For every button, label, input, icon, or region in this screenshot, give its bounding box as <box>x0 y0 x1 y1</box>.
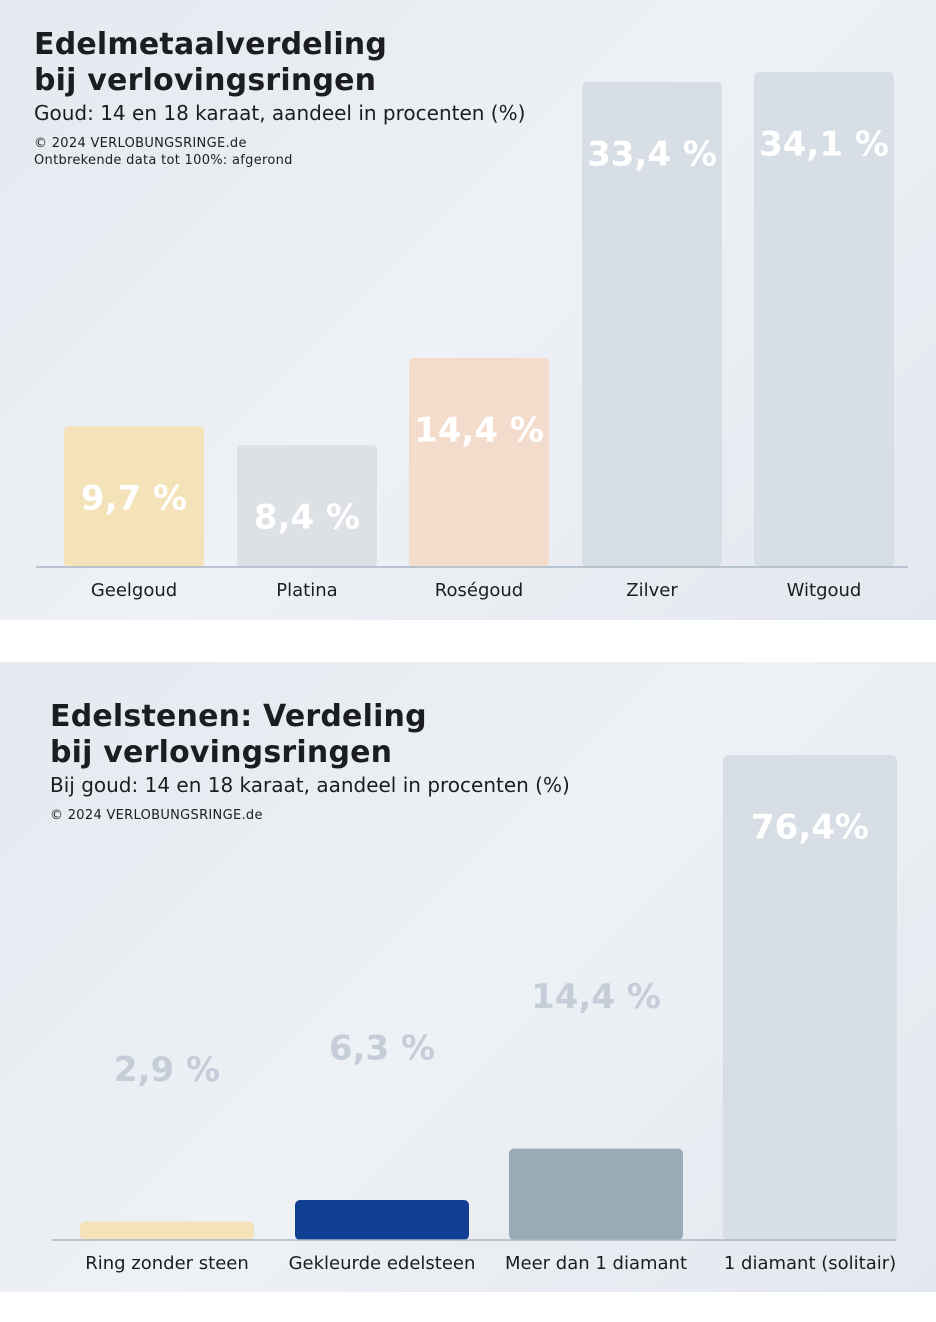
value-label: 34,1 % <box>759 125 889 165</box>
value-label: 8,4 % <box>254 498 360 538</box>
value-label: 9,7 % <box>81 479 187 519</box>
x-tick-label: Gekleurde edelsteen <box>289 1253 476 1274</box>
chart-subtitle: Bij goud: 14 en 18 karaat, aandeel in pr… <box>50 773 570 797</box>
bar <box>64 426 204 567</box>
value-label: 14,4 % <box>414 410 544 450</box>
bar <box>582 82 722 568</box>
header: Edelstenen: Verdeling bij verlovingsring… <box>50 699 570 824</box>
note: Ontbrekende data tot 100%: afgerond <box>34 153 293 168</box>
source: © 2024 VERLOBUNGSRINGE.de <box>34 136 247 151</box>
bar <box>80 1221 254 1240</box>
x-tick-label: Ring zonder steen <box>85 1253 249 1274</box>
x-tick-label: Roségoud <box>435 580 523 601</box>
bar <box>723 755 897 1240</box>
x-tick-label: Meer dan 1 diamant <box>505 1253 687 1274</box>
x-tick-label: Platina <box>276 580 337 601</box>
value-label: 33,4 % <box>587 135 717 175</box>
chart-title: Edelstenen: Verdeling bij verlovingsring… <box>50 699 427 770</box>
chart-subtitle: Goud: 14 en 18 karaat, aandeel in procen… <box>34 101 526 125</box>
value-label: 14,4 % <box>531 977 661 1017</box>
bar <box>409 357 549 567</box>
value-label: 6,3 % <box>329 1029 435 1069</box>
header: Edelmetaalverdeling bij verlovingsringen… <box>34 27 525 169</box>
bar <box>295 1200 469 1240</box>
source: © 2024 VERLOBUNGSRINGE.de <box>50 808 263 823</box>
bar <box>754 72 894 567</box>
chart: 9,7 % Geelgoud 8,4 % Platina 14,4 % Roségoud 3… <box>36 72 908 601</box>
panel: 2,9 % Ring zonder steen 6,3 % Gekleurde ede… <box>0 662 936 1292</box>
panel: 9,7 % Geelgoud 8,4 % Platina 14,4 % Roségoud 3… <box>0 0 936 620</box>
chart-title: Edelmetaalverdeling bij verlovingsringen <box>34 27 388 98</box>
x-tick-label: Geelgoud <box>91 580 177 601</box>
value-label: 2,9 % <box>114 1050 220 1090</box>
x-tick-label: 1 diamant (solitair) <box>724 1253 896 1274</box>
x-tick-label: Zilver <box>626 580 678 601</box>
bar <box>237 445 377 567</box>
chart: 2,9 % Ring zonder steen 6,3 % Gekleurde ede… <box>52 755 897 1274</box>
bar <box>509 1148 683 1240</box>
value-label: 76,4% <box>751 808 869 848</box>
x-tick-label: Witgoud <box>787 580 862 601</box>
